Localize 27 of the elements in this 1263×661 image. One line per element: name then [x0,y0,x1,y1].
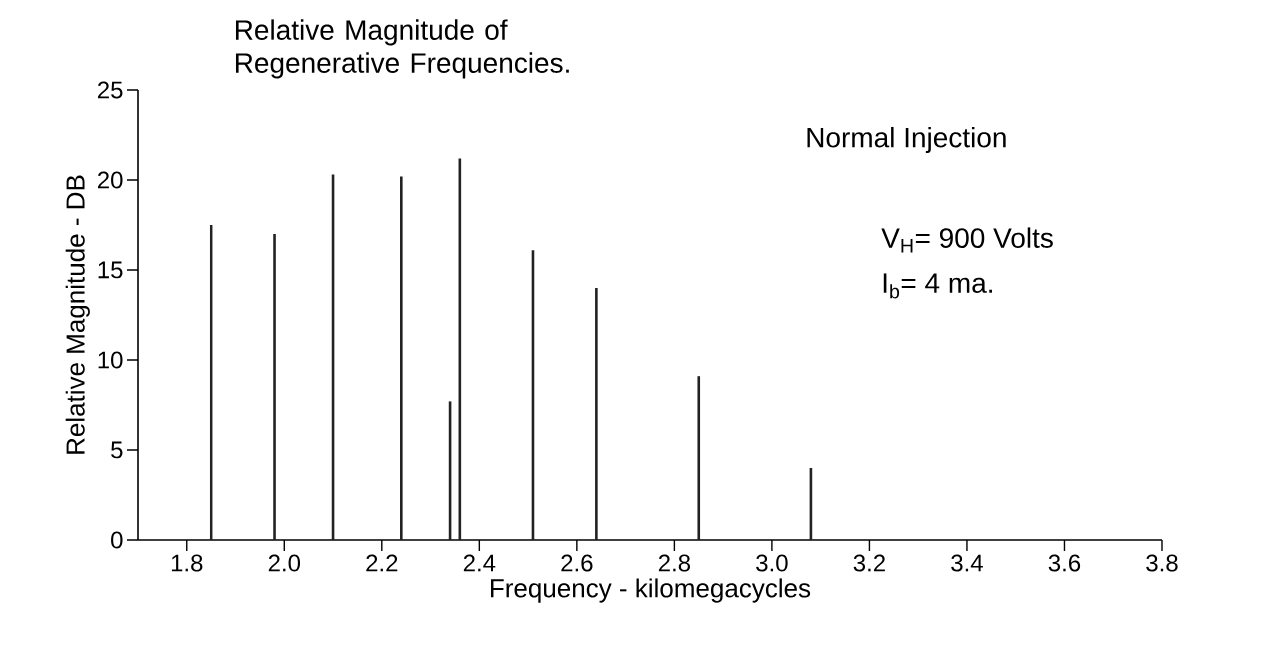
y-tick-label: 20 [97,171,123,189]
bar [697,376,701,540]
x-tick-label: 2.8 [658,554,691,572]
y-axis-title: Relative Magnitude - DB [65,175,90,454]
x-tick-label: 2.4 [463,554,496,572]
x-axis-title: Frequency - kilomegacycles [491,578,811,603]
x-tick-label: 3.2 [853,554,885,572]
x-tick-label: 2.2 [366,554,398,572]
bar [400,176,403,540]
x-tick-label: 3.6 [1048,554,1081,572]
x-tick-label: 3.0 [756,554,788,572]
bar [273,234,276,540]
y-tick-label: 25 [97,81,123,99]
bar [595,288,598,540]
chart-title: Relative Magnitude of Regenerative Frequencies. [235,19,569,79]
annotation: V$_{H}$= 900 Volts [881,227,1053,253]
y-tick-label: 5 [111,441,123,459]
x-tick-label: 2.6 [561,554,593,572]
y-tick-label: 10 [98,351,123,369]
x-tick-label: 3.4 [951,554,983,572]
annotation: Normal Injection [807,126,1006,154]
x-tick-label: 2.0 [268,554,301,572]
y-tick-label: 15 [98,261,123,279]
annotation: I$_{b}$= 4 ma. [883,273,992,299]
x-tick-label: 3.8 [1146,554,1178,572]
x-tick-label: 1.8 [171,554,203,572]
y-tick-label: 0 [111,531,123,549]
